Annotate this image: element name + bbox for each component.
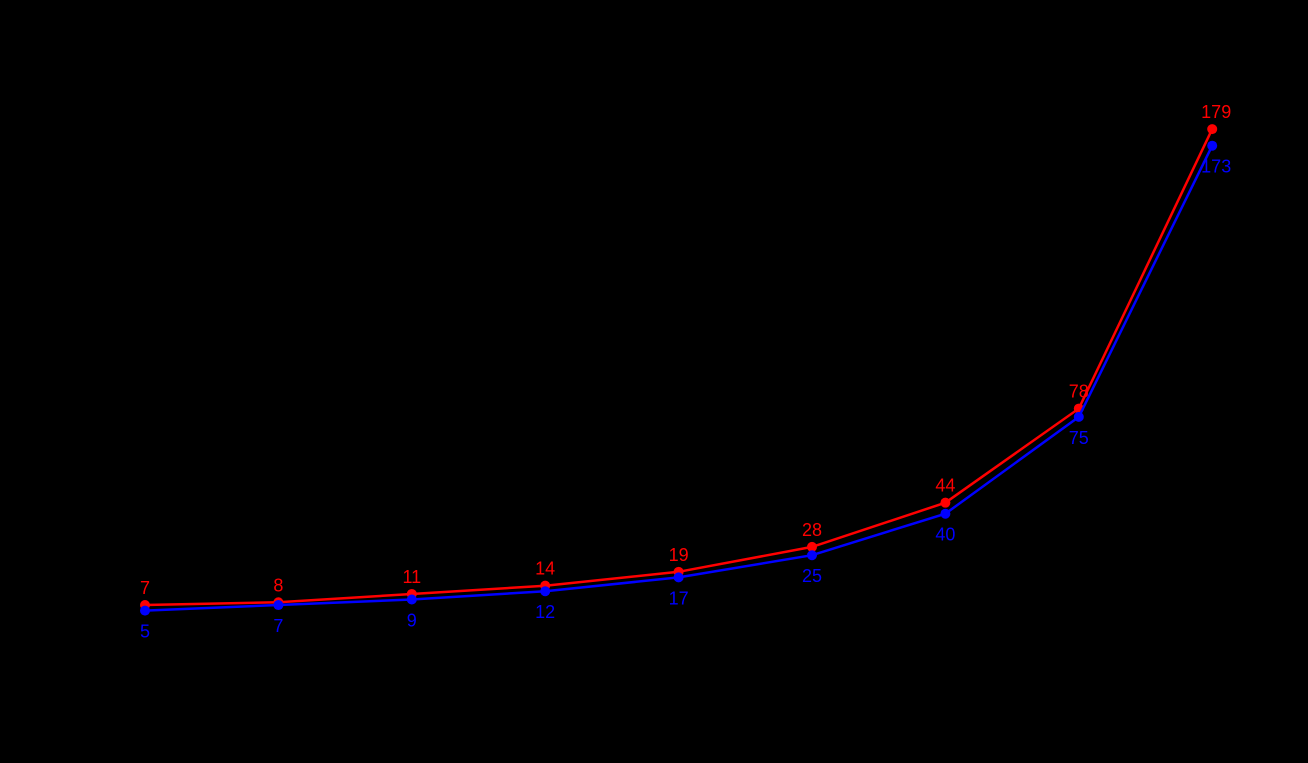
data-value-label: 5 — [140, 622, 150, 642]
data-point-marker — [140, 605, 150, 616]
data-value-label: 17 — [669, 588, 689, 608]
data-value-label: 7 — [273, 616, 283, 636]
data-value-label: 75 — [1069, 428, 1089, 448]
data-value-label: 173 — [1201, 157, 1231, 177]
data-value-label: 8 — [273, 575, 283, 595]
data-value-label: 44 — [935, 476, 955, 496]
data-point-marker — [1073, 411, 1084, 422]
data-point-marker — [406, 594, 417, 605]
data-value-label: 14 — [535, 559, 555, 579]
data-value-label: 40 — [935, 525, 955, 545]
data-point-marker — [1207, 124, 1218, 135]
data-value-label: 7 — [140, 578, 150, 598]
data-point-marker — [273, 600, 284, 611]
data-point-marker — [673, 572, 684, 583]
data-point-marker — [807, 541, 817, 552]
data-value-label: 9 — [407, 610, 417, 630]
data-value-label: 19 — [669, 545, 689, 565]
data-point-marker — [940, 497, 951, 508]
data-point-marker — [940, 508, 951, 519]
data-point-marker — [1207, 140, 1218, 151]
data-value-label: 28 — [802, 520, 822, 540]
data-point-marker — [540, 586, 551, 597]
data-value-label: 12 — [535, 602, 555, 622]
data-value-label: 11 — [402, 567, 421, 587]
blue-series: 5 7 9 12 17 25 40 75 173 — [140, 140, 1231, 642]
data-value-label: 179 — [1201, 102, 1231, 122]
data-point-marker — [807, 550, 817, 561]
data-value-label: 25 — [802, 566, 822, 586]
data-value-label: 78 — [1069, 382, 1089, 402]
